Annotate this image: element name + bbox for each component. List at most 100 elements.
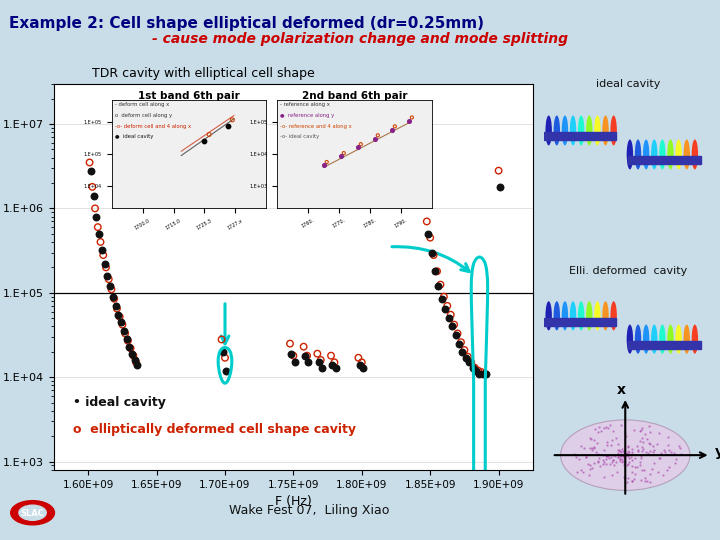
Point xyxy=(109,294,120,303)
Point xyxy=(104,282,116,291)
Point xyxy=(629,454,640,462)
Text: o  elliptically deformed cell shape cavity: o elliptically deformed cell shape cavit… xyxy=(73,423,356,436)
Point xyxy=(618,449,630,458)
Point xyxy=(600,460,612,469)
Point xyxy=(603,452,614,461)
Point xyxy=(608,460,619,469)
Point xyxy=(665,448,676,456)
Point xyxy=(585,443,596,452)
Point xyxy=(389,122,400,131)
Point xyxy=(589,458,600,467)
Ellipse shape xyxy=(594,301,600,330)
Point xyxy=(637,444,649,453)
Ellipse shape xyxy=(562,116,568,145)
Point xyxy=(613,439,624,448)
Point xyxy=(634,437,645,445)
Point xyxy=(298,342,310,351)
Ellipse shape xyxy=(611,301,617,330)
Ellipse shape xyxy=(554,301,560,330)
Ellipse shape xyxy=(546,116,552,145)
Point xyxy=(648,446,660,455)
Point xyxy=(570,453,581,462)
Point xyxy=(586,444,598,453)
Point xyxy=(469,363,480,372)
Point xyxy=(312,349,323,358)
Text: -o- deform cell and 4 along x: -o- deform cell and 4 along x xyxy=(114,124,191,129)
Point xyxy=(222,122,233,131)
Point xyxy=(357,363,369,372)
Point xyxy=(120,329,131,338)
Point xyxy=(626,468,637,477)
Point xyxy=(436,294,448,303)
Point xyxy=(443,314,454,322)
Point xyxy=(640,448,652,456)
Point xyxy=(338,148,349,158)
Point xyxy=(607,456,618,464)
Point xyxy=(642,449,654,457)
Point xyxy=(605,453,616,462)
Point xyxy=(660,448,671,456)
Point xyxy=(103,275,114,284)
Point xyxy=(600,455,611,463)
Ellipse shape xyxy=(603,301,608,330)
Ellipse shape xyxy=(683,325,690,354)
Point xyxy=(492,166,504,175)
Text: • ideal cavity: • ideal cavity xyxy=(73,396,166,409)
Ellipse shape xyxy=(651,325,657,354)
Point xyxy=(88,192,99,200)
Point xyxy=(593,457,604,465)
Point xyxy=(629,474,640,483)
Point xyxy=(618,450,630,459)
Point xyxy=(580,453,592,461)
Point xyxy=(606,470,618,479)
Point xyxy=(621,450,632,458)
Text: ideal cavity: ideal cavity xyxy=(596,79,660,89)
Point xyxy=(626,444,638,453)
Ellipse shape xyxy=(692,325,698,354)
Ellipse shape xyxy=(635,325,642,354)
Point xyxy=(199,137,210,145)
Point xyxy=(118,327,130,335)
Point xyxy=(595,427,607,436)
Point xyxy=(647,465,658,474)
Point xyxy=(102,271,113,280)
Point xyxy=(604,460,616,469)
Point xyxy=(586,446,598,454)
Point xyxy=(635,426,647,435)
Point xyxy=(639,429,651,438)
Ellipse shape xyxy=(667,325,674,354)
Ellipse shape xyxy=(675,325,682,354)
Point xyxy=(121,335,132,344)
Point xyxy=(622,443,634,451)
Point xyxy=(592,427,603,436)
Point xyxy=(480,369,492,378)
Point xyxy=(595,462,606,470)
Point xyxy=(99,260,110,268)
Point xyxy=(644,440,656,449)
Ellipse shape xyxy=(660,325,665,354)
Point xyxy=(616,458,628,467)
Point xyxy=(439,304,451,313)
Point xyxy=(479,369,490,378)
Point xyxy=(613,446,625,455)
Point xyxy=(631,463,643,471)
Point xyxy=(438,292,449,301)
Point xyxy=(616,448,627,456)
Point xyxy=(455,338,467,347)
Point xyxy=(606,440,617,449)
Point xyxy=(584,461,595,470)
Point xyxy=(614,455,626,463)
Point xyxy=(441,301,453,310)
Point xyxy=(126,349,138,358)
Point xyxy=(449,320,460,329)
Point xyxy=(462,353,474,361)
Ellipse shape xyxy=(626,139,633,170)
Bar xyxy=(628,157,701,164)
Point xyxy=(626,450,638,458)
Point xyxy=(626,477,638,485)
Point xyxy=(470,366,482,375)
Point xyxy=(580,453,592,461)
Point xyxy=(330,363,341,372)
Point xyxy=(127,352,139,360)
Text: -o- ideal cavity: -o- ideal cavity xyxy=(280,134,320,139)
